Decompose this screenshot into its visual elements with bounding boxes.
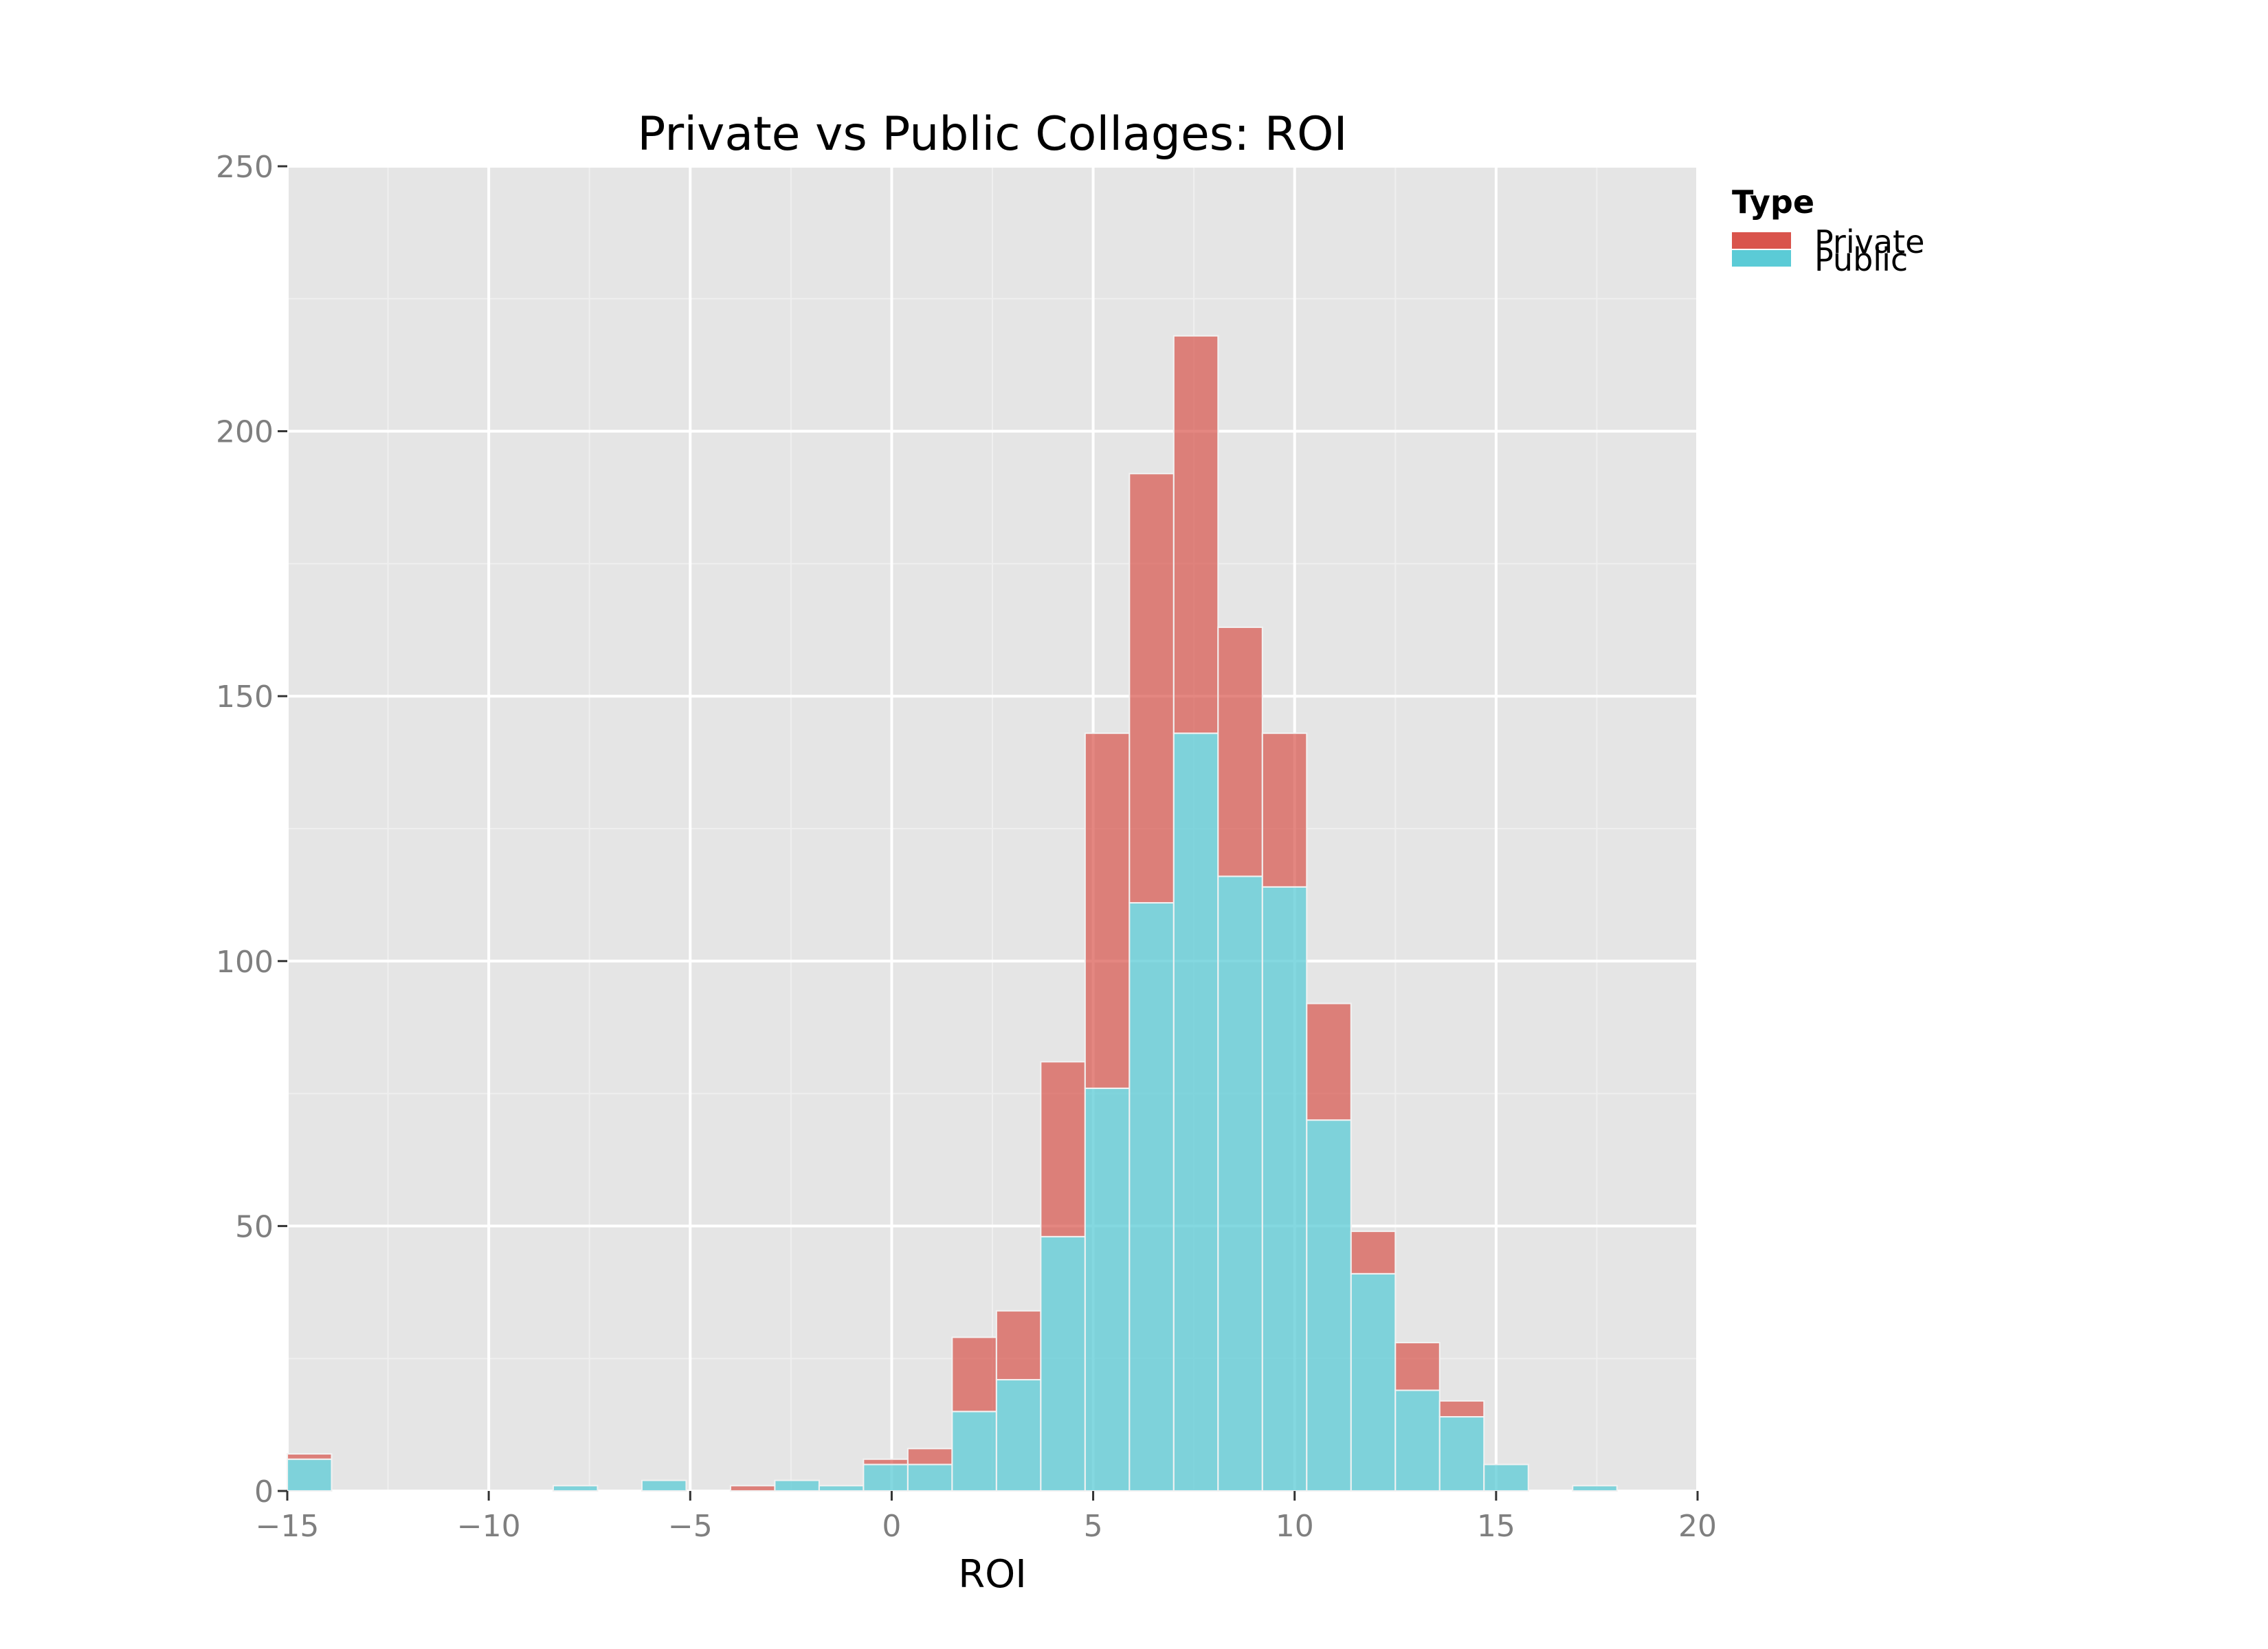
bar-public [1040,1235,1086,1492]
bar-private [1040,1061,1086,1237]
legend-label-public: Public [1814,241,1908,278]
legend-swatch-public [1732,250,1791,267]
bar-public [951,1411,997,1492]
x-tick-label: 10 [1276,1509,1314,1544]
y-tick-label: 50 [235,1209,274,1244]
bar-private [1306,1002,1352,1121]
bar-private [729,1485,776,1492]
bar-public [1217,875,1263,1492]
bar-public [995,1379,1042,1492]
bar-public [1438,1416,1485,1492]
bar-public [641,1479,687,1492]
bar-public [774,1479,820,1492]
bar-public [1394,1389,1441,1492]
chart-title: Private vs Public Collages: ROI [637,107,1347,161]
x-tick-label: −15 [256,1509,320,1544]
bar-public [1306,1119,1352,1492]
bar-private [1129,473,1175,904]
bar-private [1394,1342,1441,1391]
y-tick-label: 100 [216,945,274,980]
x-tick-label: 20 [1678,1509,1717,1544]
bar-public [552,1485,599,1492]
bar-public [287,1458,333,1492]
bar-public [1172,732,1219,1492]
y-tick-label: 150 [216,680,274,715]
x-tick-label: −5 [668,1509,713,1544]
bar-public [907,1463,953,1492]
x-tick-label: 0 [882,1509,901,1544]
bar-private [287,1453,333,1460]
legend-swatch-private [1732,232,1791,249]
bar-private [995,1310,1042,1381]
bar-private [863,1458,909,1466]
bar-private [951,1336,997,1413]
bar-private [1261,732,1308,888]
legend-label-private: Private [1814,223,1924,260]
bar-private [1172,335,1219,734]
bar-public [1483,1463,1529,1492]
histogram-bars [287,335,1618,1492]
x-axis-label: ROI [958,1552,1027,1597]
bar-public [863,1463,909,1492]
bar-public [818,1485,865,1492]
bar-public [1084,1087,1131,1492]
bar-private [1350,1231,1397,1275]
grid-lines [286,165,1699,1492]
x-tick-label: 15 [1477,1509,1515,1544]
y-tick-label: 200 [216,415,274,450]
y-tick-label: 250 [216,150,274,185]
bar-private [1217,626,1263,877]
x-tick-label: 5 [1084,1509,1103,1544]
x-tick-label: −10 [457,1509,521,1544]
bar-private [907,1448,953,1466]
bar-public [1572,1485,1618,1492]
bar-public [1129,901,1175,1492]
bar-private [1084,732,1131,1089]
y-tick-label: 0 [254,1474,274,1510]
bar-public [1261,886,1308,1492]
bar-private [1438,1400,1485,1418]
legend-title: Type [1732,183,1814,221]
bar-public [1350,1272,1397,1492]
